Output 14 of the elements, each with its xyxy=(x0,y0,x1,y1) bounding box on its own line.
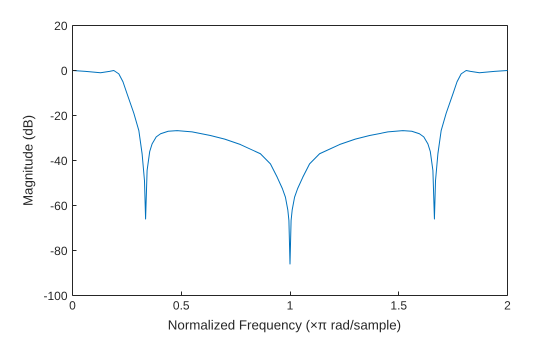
x-tick-label: 2 xyxy=(504,298,512,312)
x-tick-label: 1 xyxy=(286,298,294,312)
y-axis-title: Magnitude (dB) xyxy=(20,114,36,206)
y-tick-label: 20 xyxy=(54,19,68,33)
x-tick-label: 1.5 xyxy=(390,298,408,312)
y-tick-label: -80 xyxy=(50,244,68,258)
x-tick-label: 0.5 xyxy=(172,298,190,312)
y-tick-label: -60 xyxy=(50,199,68,213)
x-axis-title: Normalized Frequency (×π rad/sample) xyxy=(168,318,402,332)
y-tick-label: -20 xyxy=(50,109,68,123)
y-tick-label: -100 xyxy=(43,289,68,303)
y-tick-label: -40 xyxy=(50,154,68,168)
y-tick-label: 0 xyxy=(60,64,68,78)
x-tick-label: 0 xyxy=(69,298,76,312)
